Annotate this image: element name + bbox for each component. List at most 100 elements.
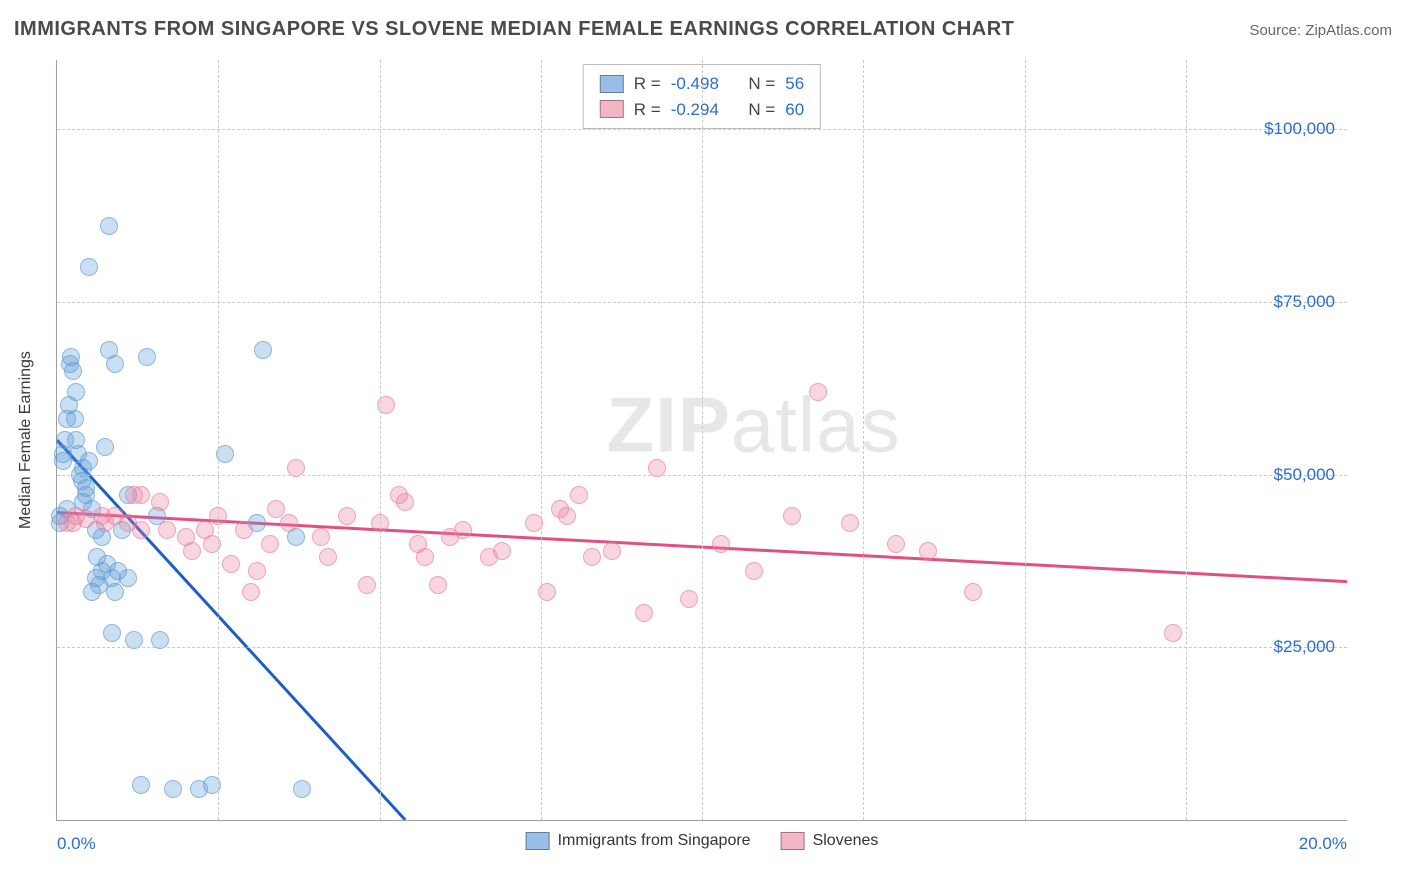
scatter-point bbox=[267, 500, 285, 518]
scatter-point bbox=[83, 583, 101, 601]
scatter-point bbox=[106, 355, 124, 373]
scatter-point bbox=[77, 479, 95, 497]
chart-header: IMMIGRANTS FROM SINGAPORE VS SLOVENE MED… bbox=[14, 18, 1392, 41]
scatter-point bbox=[158, 521, 176, 539]
scatter-point bbox=[60, 396, 78, 414]
scatter-point bbox=[358, 576, 376, 594]
scatter-point bbox=[119, 514, 137, 532]
scatter-point bbox=[783, 507, 801, 525]
stats-n-label-1: N = bbox=[748, 97, 775, 123]
scatter-point bbox=[493, 542, 511, 560]
legend-swatch-1 bbox=[781, 832, 805, 850]
scatter-point bbox=[887, 535, 905, 553]
xgrid-line bbox=[218, 60, 219, 820]
scatter-point bbox=[635, 604, 653, 622]
scatter-point bbox=[93, 507, 111, 525]
scatter-point bbox=[338, 507, 356, 525]
xgrid-line bbox=[702, 60, 703, 820]
scatter-point bbox=[190, 780, 208, 798]
stats-r-label-0: R = bbox=[634, 71, 661, 97]
scatter-point bbox=[164, 780, 182, 798]
scatter-point bbox=[964, 583, 982, 601]
scatter-point bbox=[64, 514, 82, 532]
scatter-point bbox=[106, 507, 124, 525]
legend-item-1: Slovenes bbox=[781, 832, 879, 850]
legend-swatch-0 bbox=[526, 832, 550, 850]
scatter-point bbox=[148, 507, 166, 525]
scatter-point bbox=[93, 562, 111, 580]
scatter-point bbox=[183, 542, 201, 560]
scatter-point bbox=[56, 431, 74, 449]
scatter-point bbox=[583, 548, 601, 566]
scatter-point bbox=[103, 624, 121, 642]
scatter-point bbox=[242, 583, 260, 601]
scatter-point bbox=[58, 514, 76, 532]
scatter-point bbox=[69, 445, 87, 463]
scatter-point bbox=[100, 217, 118, 235]
stats-n-val-0: 56 bbox=[785, 71, 804, 97]
yaxis-label: Median Female Earnings bbox=[17, 351, 35, 529]
scatter-point bbox=[390, 486, 408, 504]
scatter-point bbox=[151, 493, 169, 511]
scatter-point bbox=[83, 500, 101, 518]
scatter-point bbox=[88, 548, 106, 566]
stats-n-label-0: N = bbox=[748, 71, 775, 97]
scatter-point bbox=[441, 528, 459, 546]
scatter-point bbox=[222, 555, 240, 573]
xgrid-line bbox=[863, 60, 864, 820]
scatter-point bbox=[64, 362, 82, 380]
xgrid-line bbox=[1186, 60, 1187, 820]
scatter-point bbox=[261, 535, 279, 553]
ytick-label: $50,000 bbox=[1274, 465, 1335, 485]
scatter-point bbox=[919, 542, 937, 560]
scatter-point bbox=[196, 521, 214, 539]
scatter-point bbox=[61, 355, 79, 373]
scatter-point bbox=[90, 576, 108, 594]
xgrid-line bbox=[1025, 60, 1026, 820]
scatter-point bbox=[551, 500, 569, 518]
scatter-point bbox=[429, 576, 447, 594]
scatter-point bbox=[132, 521, 150, 539]
scatter-point bbox=[319, 548, 337, 566]
scatter-point bbox=[80, 452, 98, 470]
scatter-point bbox=[87, 569, 105, 587]
scatter-point bbox=[80, 258, 98, 276]
scatter-point bbox=[54, 452, 72, 470]
scatter-point bbox=[96, 514, 114, 532]
scatter-point bbox=[312, 528, 330, 546]
scatter-point bbox=[100, 341, 118, 359]
scatter-point bbox=[248, 562, 266, 580]
stats-swatch-0 bbox=[600, 75, 624, 93]
bottom-legend: Immigrants from Singapore Slovenes bbox=[526, 832, 879, 850]
watermark: ZIPatlas bbox=[607, 379, 901, 470]
scatter-point bbox=[454, 521, 472, 539]
scatter-point bbox=[113, 521, 131, 539]
scatter-point bbox=[62, 348, 80, 366]
scatter-point bbox=[119, 486, 137, 504]
scatter-point bbox=[103, 569, 121, 587]
legend-label-1: Slovenes bbox=[813, 832, 879, 850]
xtick-label: 0.0% bbox=[57, 834, 96, 854]
scatter-point bbox=[125, 486, 143, 504]
scatter-point bbox=[58, 500, 76, 518]
scatter-point bbox=[254, 341, 272, 359]
scatter-point bbox=[93, 528, 111, 546]
scatter-point bbox=[109, 562, 127, 580]
scatter-point bbox=[58, 410, 76, 428]
xtick-label: 20.0% bbox=[1299, 834, 1347, 854]
scatter-point bbox=[51, 514, 69, 532]
scatter-point bbox=[98, 555, 116, 573]
scatter-point bbox=[841, 514, 859, 532]
scatter-point bbox=[132, 486, 150, 504]
scatter-point bbox=[67, 383, 85, 401]
scatter-point bbox=[77, 510, 95, 528]
scatter-point bbox=[138, 348, 156, 366]
scatter-point bbox=[235, 521, 253, 539]
xgrid-line bbox=[541, 60, 542, 820]
legend-label-0: Immigrants from Singapore bbox=[558, 832, 751, 850]
scatter-point bbox=[54, 445, 72, 463]
scatter-point bbox=[558, 507, 576, 525]
scatter-point bbox=[106, 583, 124, 601]
scatter-point bbox=[77, 486, 95, 504]
chart-plot-area: ZIPatlas R = -0.498 N = 56 R = -0.294 N … bbox=[56, 60, 1347, 821]
